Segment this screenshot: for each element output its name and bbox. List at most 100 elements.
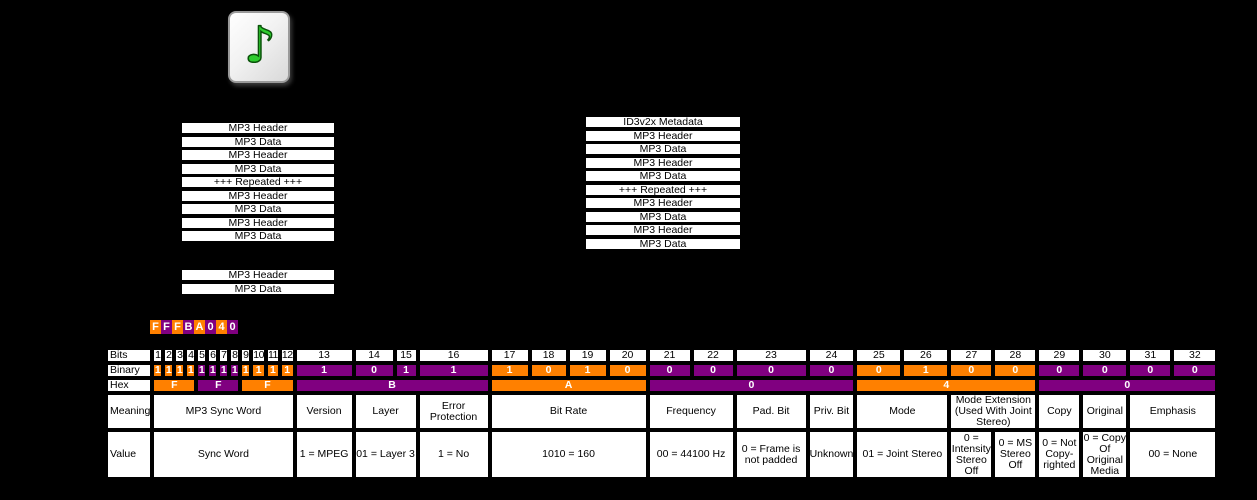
binary-row: Binary 1 1 1 1 1 1 1 1 1 1 1 1 1 0 1 1 1 0 1 0 0 0 0 0 0 1 0 0 0 0 0 0 bbox=[107, 364, 1217, 377]
bit-number-cell: 4 bbox=[186, 349, 196, 362]
file-block: MP3 Data bbox=[585, 170, 741, 182]
file-block: MP3 Data bbox=[181, 203, 335, 215]
value-cell: 1 = MPEG bbox=[295, 431, 353, 478]
row-label-value: Value bbox=[107, 431, 152, 478]
binary-bit-cell: 0 bbox=[648, 364, 691, 377]
bit-number-cell: 25 bbox=[856, 349, 902, 362]
bit-number-cell: 5 bbox=[197, 349, 207, 362]
row-label-bits: Bits bbox=[107, 349, 152, 362]
meaning-cell: Original bbox=[1082, 394, 1128, 429]
bit-number-cell: 19 bbox=[568, 349, 607, 362]
binary-bit-cell: 1 bbox=[395, 364, 417, 377]
file-block: MP3 Data bbox=[585, 210, 741, 223]
bit-number-cell: 9 bbox=[241, 349, 251, 362]
bit-number-cell: 28 bbox=[994, 349, 1037, 362]
value-cell: 1010 = 160 bbox=[490, 431, 647, 478]
bit-number-cell: 11 bbox=[266, 349, 279, 362]
bits-row: Bits 1 2 3 4 5 6 7 8 9 10 11 12 13 14 15 16 17 18 19 20 21 22 2… bbox=[107, 349, 1217, 362]
bit-number-cell: 2 bbox=[164, 349, 174, 362]
binary-bit-cell: 1 bbox=[266, 364, 279, 377]
bit-number-cell: 27 bbox=[950, 349, 993, 362]
file-block: MP3 Header bbox=[585, 197, 741, 209]
bit-number-cell: 8 bbox=[230, 349, 240, 362]
binary-bit-cell: 1 bbox=[230, 364, 240, 377]
bit-number-cell: 24 bbox=[808, 349, 855, 362]
value-cell: Sync Word bbox=[153, 431, 294, 478]
binary-bit-cell: 1 bbox=[903, 364, 949, 377]
file-block: MP3 Header bbox=[181, 189, 335, 202]
hex-nibble-cell: A bbox=[490, 379, 647, 392]
file-block: MP3 Header bbox=[181, 269, 335, 281]
hex-char: F bbox=[172, 320, 183, 334]
meaning-cell: Bit Rate bbox=[490, 394, 647, 429]
meaning-cell: Mode bbox=[856, 394, 949, 429]
file-block: MP3 Data bbox=[181, 230, 335, 242]
binary-bit-cell: 1 bbox=[280, 364, 294, 377]
row-label-hex: Hex bbox=[107, 379, 152, 392]
bit-number-cell: 30 bbox=[1082, 349, 1128, 362]
hex-nibble-cell: 4 bbox=[856, 379, 1037, 392]
meaning-cell: Error Protection bbox=[418, 394, 489, 429]
hex-nibble-cell: 0 bbox=[1038, 379, 1217, 392]
binary-bit-cell: 1 bbox=[175, 364, 185, 377]
value-cell: 00 = None bbox=[1129, 431, 1217, 478]
binary-bit-cell: 0 bbox=[1082, 364, 1128, 377]
binary-bit-cell: 0 bbox=[354, 364, 394, 377]
bit-number-cell: 23 bbox=[735, 349, 807, 362]
meaning-cell: Priv. Bit bbox=[808, 394, 855, 429]
binary-bit-cell: 0 bbox=[1173, 364, 1217, 377]
file-block: MP3 Header bbox=[585, 224, 741, 236]
mp3-header-bit-table: Bits 1 2 3 4 5 6 7 8 9 10 11 12 13 14 15 16 17 18 19 20 21 22 2… bbox=[105, 347, 1218, 480]
meaning-cell: Copy bbox=[1038, 394, 1081, 429]
meaning-cell: Emphasis bbox=[1129, 394, 1217, 429]
hex-char: F bbox=[161, 320, 172, 334]
binary-bit-cell: 1 bbox=[490, 364, 529, 377]
bit-number-cell: 29 bbox=[1038, 349, 1081, 362]
file-block: +++ Repeated +++ bbox=[585, 183, 741, 196]
bit-number-cell: 12 bbox=[280, 349, 294, 362]
mp3-file-stack: MP3 Header MP3 Data MP3 Header MP3 Data +++ … bbox=[181, 122, 335, 244]
bit-number-cell: 26 bbox=[903, 349, 949, 362]
file-block: MP3 Data bbox=[181, 162, 335, 175]
bit-number-cell: 18 bbox=[530, 349, 567, 362]
bit-number-cell: 22 bbox=[692, 349, 734, 362]
file-block: MP3 Data bbox=[181, 282, 335, 295]
bit-number-cell: 32 bbox=[1173, 349, 1217, 362]
bit-number-cell: 16 bbox=[418, 349, 489, 362]
hex-nibble-cell: F bbox=[153, 379, 196, 392]
binary-bit-cell: 0 bbox=[735, 364, 807, 377]
file-block: ID3v2x Metadata bbox=[585, 116, 741, 128]
meaning-cell: Layer bbox=[354, 394, 417, 429]
binary-bit-cell: 0 bbox=[608, 364, 647, 377]
music-file-icon: ♪ bbox=[228, 11, 290, 83]
binary-bit-cell: 0 bbox=[692, 364, 734, 377]
value-cell: 01 = Joint Stereo bbox=[856, 431, 949, 478]
meaning-row: Meaning MP3 Sync Word Version Layer Error Pr… bbox=[107, 394, 1217, 429]
binary-bit-cell: 1 bbox=[418, 364, 489, 377]
hex-nibble-cell: B bbox=[295, 379, 489, 392]
binary-bit-cell: 1 bbox=[252, 364, 265, 377]
binary-bit-cell: 0 bbox=[1129, 364, 1172, 377]
bit-number-cell: 3 bbox=[175, 349, 185, 362]
hex-nibble-cell: F bbox=[197, 379, 240, 392]
binary-bit-cell: 1 bbox=[153, 364, 163, 377]
row-label-binary: Binary bbox=[107, 364, 152, 377]
bit-number-cell: 31 bbox=[1129, 349, 1172, 362]
hex-nibble-cell: 0 bbox=[648, 379, 855, 392]
meaning-cell: Mode Extension (Used With Joint Stereo) bbox=[950, 394, 1037, 429]
row-label-meaning: Meaning bbox=[107, 394, 152, 429]
value-cell: 0 = Frame is not padded bbox=[735, 431, 807, 478]
file-block: MP3 Header bbox=[181, 149, 335, 161]
value-cell: 1 = No bbox=[418, 431, 489, 478]
hex-char: A bbox=[194, 320, 205, 334]
bit-number-cell: 13 bbox=[295, 349, 353, 362]
meaning-cell: Frequency bbox=[648, 394, 734, 429]
binary-bit-cell: 1 bbox=[219, 364, 229, 377]
music-note-icon: ♪ bbox=[243, 16, 276, 74]
hex-row: Hex F F F B A 0 4 0 bbox=[107, 379, 1217, 392]
binary-bit-cell: 0 bbox=[856, 364, 902, 377]
value-cell: 0 = MS Stereo Off bbox=[994, 431, 1037, 478]
file-block: +++ Repeated +++ bbox=[181, 176, 335, 188]
